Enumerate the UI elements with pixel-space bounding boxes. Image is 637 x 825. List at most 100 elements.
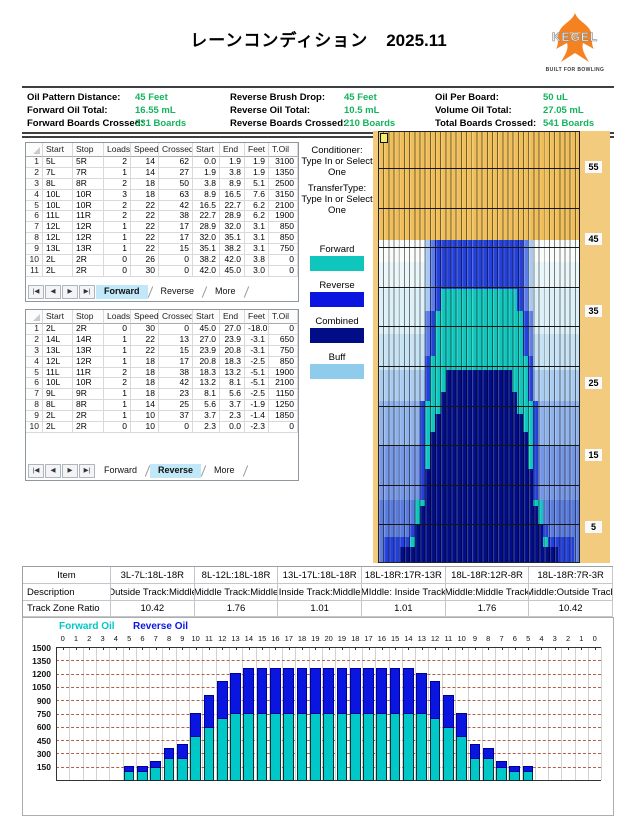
grid-cell[interactable]: 13L bbox=[43, 244, 73, 256]
grid-cell[interactable]: 14 bbox=[131, 167, 159, 179]
grid-cell[interactable]: 22 bbox=[131, 334, 159, 346]
grid-cell[interactable]: 42.0 bbox=[220, 255, 245, 266]
grid-cell[interactable]: 1 bbox=[104, 411, 131, 423]
grid-cell[interactable]: 17 bbox=[159, 356, 193, 368]
grid-cell[interactable]: 2 bbox=[104, 378, 131, 390]
grid-cell[interactable]: 1 bbox=[104, 345, 131, 357]
grid-cell[interactable]: 15 bbox=[159, 244, 193, 256]
grid-cell[interactable]: 14L bbox=[43, 334, 73, 346]
grid-cell[interactable]: 1900 bbox=[269, 367, 298, 379]
grid-cell[interactable]: 17 bbox=[159, 222, 193, 234]
column-header[interactable]: Loads bbox=[104, 143, 131, 157]
grid-cell[interactable]: 18 bbox=[131, 367, 159, 379]
grid-cell[interactable]: 5L bbox=[43, 157, 73, 168]
grid-cell[interactable]: 3 bbox=[104, 189, 131, 201]
grid-cell[interactable]: 38.2 bbox=[193, 255, 220, 266]
row-header[interactable]: 7 bbox=[26, 222, 43, 234]
column-header[interactable]: Stop bbox=[73, 143, 104, 157]
grid-cell[interactable]: 45.0 bbox=[220, 265, 245, 277]
grid-cell[interactable]: 62 bbox=[159, 157, 193, 168]
row-header[interactable]: 6 bbox=[26, 378, 43, 390]
grid-cell[interactable]: 18 bbox=[131, 189, 159, 201]
grid-cell[interactable]: 750 bbox=[269, 244, 298, 256]
grid-cell[interactable]: 8.1 bbox=[193, 389, 220, 401]
column-header[interactable]: Loads bbox=[104, 310, 131, 324]
grid-cell[interactable]: 2R bbox=[73, 255, 104, 266]
grid-cell[interactable]: 3150 bbox=[269, 189, 298, 201]
next-page-button[interactable]: ▶ bbox=[62, 285, 78, 299]
grid-cell[interactable]: 0 bbox=[269, 255, 298, 266]
grid-cell[interactable]: 13.2 bbox=[220, 367, 245, 379]
grid-cell[interactable]: 5.1 bbox=[245, 178, 269, 190]
row-header[interactable]: 4 bbox=[26, 189, 43, 201]
grid-cell[interactable]: 23 bbox=[159, 389, 193, 401]
grid-cell[interactable]: 9L bbox=[43, 389, 73, 401]
last-page-button[interactable]: ▶| bbox=[79, 285, 95, 299]
first-page-button[interactable]: |◀ bbox=[28, 464, 44, 478]
prev-page-button[interactable]: ◀ bbox=[45, 285, 61, 299]
column-header[interactable]: Crossed bbox=[159, 310, 193, 324]
grid-cell[interactable]: 11R bbox=[73, 211, 104, 223]
grid-cell[interactable]: 9R bbox=[73, 389, 104, 401]
grid-cell[interactable]: 1 bbox=[104, 400, 131, 412]
grid-cell[interactable]: 2R bbox=[73, 324, 104, 335]
grid-cell[interactable]: 11R bbox=[73, 367, 104, 379]
grid-cell[interactable]: 38.2 bbox=[220, 244, 245, 256]
grid-cell[interactable]: -5.1 bbox=[245, 378, 269, 390]
grid-cell[interactable]: 0 bbox=[269, 422, 298, 433]
grid-cell[interactable]: 8L bbox=[43, 178, 73, 190]
grid-cell[interactable]: 32.0 bbox=[220, 222, 245, 234]
grid-cell[interactable]: 45.0 bbox=[193, 324, 220, 335]
grid-cell[interactable]: 14R bbox=[73, 334, 104, 346]
grid-cell[interactable]: 10R bbox=[73, 200, 104, 212]
grid-cell[interactable]: 3.1 bbox=[245, 244, 269, 256]
grid-cell[interactable]: 2500 bbox=[269, 178, 298, 190]
grid-cell[interactable]: 30 bbox=[131, 324, 159, 335]
grid-cell[interactable]: 2 bbox=[104, 200, 131, 212]
column-header[interactable]: Stop bbox=[73, 310, 104, 324]
grid-cell[interactable]: 8.1 bbox=[220, 378, 245, 390]
grid-cell[interactable]: 11L bbox=[43, 211, 73, 223]
grid-cell[interactable]: 1.9 bbox=[245, 167, 269, 179]
grid-cell[interactable]: 0 bbox=[159, 324, 193, 335]
column-header[interactable]: End bbox=[220, 310, 245, 324]
row-header[interactable]: 8 bbox=[26, 233, 43, 245]
row-header[interactable]: 10 bbox=[26, 255, 43, 266]
grid-cell[interactable]: 8R bbox=[73, 400, 104, 412]
column-header[interactable]: T.Oil bbox=[269, 310, 298, 324]
row-header[interactable]: 5 bbox=[26, 200, 43, 212]
grid-cell[interactable]: 13R bbox=[73, 345, 104, 357]
column-header[interactable]: Start bbox=[43, 310, 73, 324]
grid-cell[interactable]: 850 bbox=[269, 233, 298, 245]
grid-cell[interactable]: 18 bbox=[131, 356, 159, 368]
grid-cell[interactable]: 23.9 bbox=[220, 334, 245, 346]
grid-cell[interactable]: 8.9 bbox=[220, 178, 245, 190]
row-header[interactable]: 9 bbox=[26, 411, 43, 423]
grid-cell[interactable]: 10 bbox=[131, 411, 159, 423]
grid-cell[interactable]: 13 bbox=[159, 334, 193, 346]
row-header[interactable]: 5 bbox=[26, 367, 43, 379]
grid-cell[interactable]: 16.5 bbox=[193, 200, 220, 212]
grid-cell[interactable]: 1 bbox=[104, 356, 131, 368]
grid-cell[interactable]: 2L bbox=[43, 324, 73, 335]
grid-cell[interactable]: 1850 bbox=[269, 411, 298, 423]
grid-cell[interactable]: -3.1 bbox=[245, 334, 269, 346]
grid-cell[interactable]: 0 bbox=[159, 422, 193, 433]
grid-cell[interactable]: 3.8 bbox=[220, 167, 245, 179]
grid-cell[interactable]: 27.0 bbox=[193, 334, 220, 346]
prev-page-button[interactable]: ◀ bbox=[45, 464, 61, 478]
transfer-type-select[interactable]: TransferType: Type In or Select One bbox=[299, 183, 375, 216]
grid-cell[interactable]: 38 bbox=[159, 367, 193, 379]
tab-forward[interactable]: Forward bbox=[96, 464, 146, 478]
column-header[interactable]: Start bbox=[43, 143, 73, 157]
grid-cell[interactable]: -3.1 bbox=[245, 345, 269, 357]
grid-cell[interactable]: 650 bbox=[269, 334, 298, 346]
grid-cell[interactable]: 32.0 bbox=[193, 233, 220, 245]
grid-cell[interactable]: 50 bbox=[159, 178, 193, 190]
grid-cell[interactable]: 11L bbox=[43, 367, 73, 379]
grid-cell[interactable]: 1900 bbox=[269, 211, 298, 223]
grid-cell[interactable]: 22 bbox=[131, 200, 159, 212]
grid-cell[interactable]: 0 bbox=[159, 265, 193, 277]
grid-cell[interactable]: 0.0 bbox=[220, 422, 245, 433]
grid-cell[interactable]: 3.1 bbox=[245, 233, 269, 245]
